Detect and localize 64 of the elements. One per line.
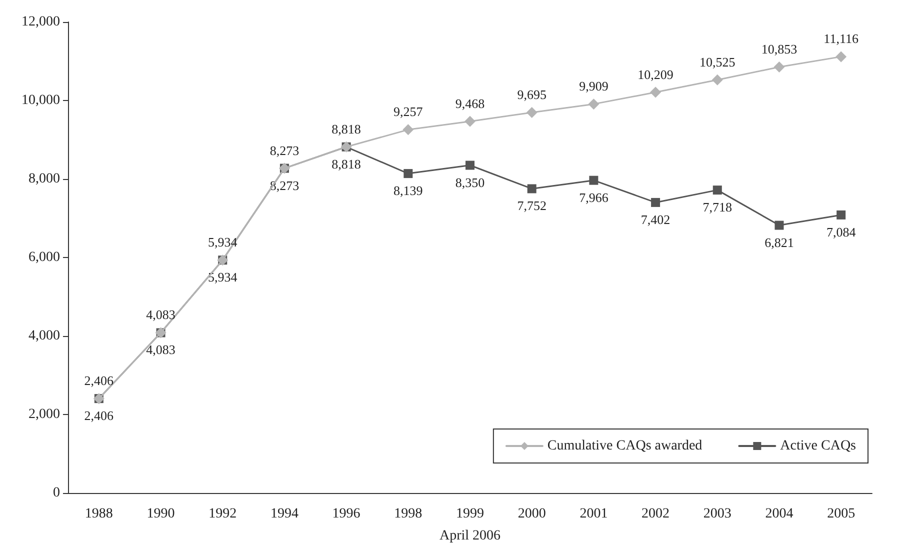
x-axis-title: April 2006 [439,528,501,544]
data-label: 8,350 [455,174,485,190]
data-label: 7,402 [640,212,670,227]
data-label: 5,934 [208,234,238,250]
data-label: 4,083 [146,307,176,322]
x-tick-label: 1988 [84,506,113,522]
point [466,160,474,170]
data-label: 10,209 [638,66,674,82]
data-label: 2,406 [84,373,114,388]
x-tick-label: 2000 [518,506,546,522]
point [404,169,413,178]
point [712,186,722,195]
y-tick-label: 10,000 [22,93,60,108]
data-label: 8,139 [394,183,423,198]
point [774,62,785,73]
data-label: 9,695 [517,86,546,102]
x-tick-label: 2004 [765,506,794,522]
point [712,74,723,86]
x-tick-label: 1990 [146,506,175,522]
point [402,124,414,136]
point [527,184,536,194]
y-tick-label: 4,000 [28,328,60,344]
data-label: 2,406 [84,408,114,424]
x-tick-label: 1992 [208,506,237,522]
data-label: 9,257 [394,104,424,120]
data-label: 8,273 [270,142,300,158]
data-label: 8,818 [332,156,361,172]
point [650,86,662,98]
data-label: 7,084 [826,224,856,240]
legend-label: Active CAQs [780,438,856,454]
point [836,210,846,220]
data-label: 7,718 [702,200,732,215]
point [836,51,847,62]
y-tick-label: 0 [53,486,60,500]
data-label: 11,116 [824,31,859,46]
data-label: 4,083 [146,342,176,358]
legend-label: Cumulative CAQs awarded [547,438,702,454]
y-tick-label: 12,000 [22,14,60,30]
x-tick-label: 1994 [270,506,298,522]
point [651,198,660,207]
data-label: 10,525 [700,54,736,70]
point [588,98,600,110]
y-tick-label: 8,000 [28,172,60,186]
x-tick-label: 1999 [456,506,484,522]
point [464,116,476,127]
data-label: 7,752 [517,198,546,214]
y-tick-label: 6,000 [28,250,60,265]
data-label: 10,853 [761,42,798,57]
point [526,106,538,118]
x-tick-label: 2003 [703,506,732,522]
data-label: 9,468 [455,96,485,111]
y-tick-label: 2,000 [28,407,60,422]
x-tick-label: 2001 [580,506,608,522]
point [774,220,784,230]
point [589,176,598,185]
x-tick-label: 1998 [394,506,422,522]
data-label: 6,821 [764,234,794,250]
data-label: 8,818 [332,121,361,136]
data-label: 7,966 [579,190,609,205]
data-label: 5,934 [208,270,238,285]
x-tick-label: 1996 [332,506,360,522]
x-tick-label: 2002 [642,506,670,522]
x-tick-label: 2005 [827,506,856,522]
data-label: 9,909 [579,78,608,94]
